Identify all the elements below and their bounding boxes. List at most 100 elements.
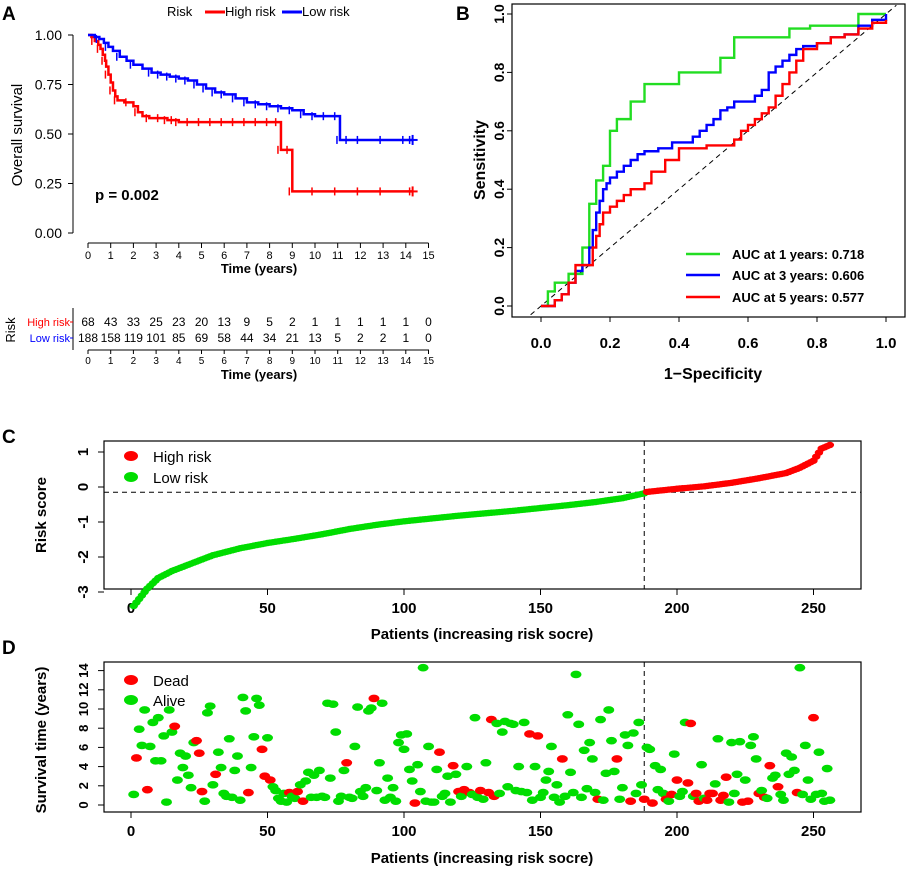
survival-point-alive	[330, 728, 342, 736]
roc-x-tick-label: 0.4	[669, 335, 691, 352]
survival-point-alive	[171, 776, 183, 784]
survival-point-alive	[545, 742, 557, 751]
risk-table-cell: 1	[380, 315, 387, 329]
survival-point-alive	[423, 742, 435, 751]
survival-y-tick-label: 6	[76, 744, 91, 751]
risk-table-cell: 69	[195, 331, 209, 345]
survival-point-alive	[816, 789, 828, 798]
survival-point-alive	[390, 797, 402, 805]
survival-point-alive	[589, 788, 601, 797]
km-legend-low-label: Low risk	[302, 4, 350, 19]
risk-score-axes: 0 50 100 150 200 250 -3 -2 -1 0 1	[75, 448, 826, 617]
km-x-ticks: 0 1 2 3 4 5 6 7 8 9 10 11 12 13 14 15	[85, 242, 435, 262]
survival-point-alive	[152, 713, 164, 722]
risk-table-cell: 158	[101, 331, 121, 345]
survival-point-alive	[360, 783, 372, 792]
risk-table-cell: 5	[334, 331, 341, 345]
risk-score-y-tick-label: 1	[75, 448, 92, 456]
risk-table-cell: 1	[402, 315, 409, 329]
survival-point-alive	[128, 790, 140, 799]
risk-table-x-tick-label: 14	[400, 356, 412, 367]
survival-point-alive	[603, 706, 615, 714]
survival-point-alive	[824, 796, 836, 804]
survival-point-alive	[401, 730, 413, 738]
survival-point-alive	[575, 793, 587, 802]
km-x-tick-label: 9	[289, 250, 295, 262]
survival-x-axis-label: Patients (increasing risk socre)	[371, 850, 594, 867]
roc-legend-label: AUC at 1 years: 0.718	[732, 247, 864, 262]
km-x-tick-label: 6	[221, 250, 227, 262]
survival-point-dead	[433, 748, 445, 756]
survival-point-alive	[586, 755, 598, 763]
survival-point-alive	[526, 796, 538, 804]
survival-point-alive	[761, 794, 773, 803]
survival-point-alive	[461, 762, 473, 771]
risk-table-cell: 68	[81, 315, 95, 329]
survival-point-alive	[327, 700, 339, 708]
risk-score-legend: High risk Low risk	[124, 449, 212, 487]
survival-point-alive	[518, 718, 530, 727]
survival-x-tick-label: 50	[259, 823, 276, 840]
panel-a-km-plot: A Risk High risk Low risk Overall surviv…	[2, 4, 435, 382]
risk-score-x-tick-label: 200	[664, 600, 689, 617]
survival-point-alive	[163, 706, 175, 714]
survival-legend-alive-label: Alive	[153, 693, 186, 710]
km-y-axis-label: Overall survival	[9, 84, 26, 187]
survival-point-alive	[338, 766, 350, 775]
survival-point-alive	[559, 792, 571, 801]
survival-point-dead	[447, 761, 459, 770]
risk-table-cell: 2	[357, 331, 364, 345]
km-y-tick-label: 0.75	[35, 77, 62, 93]
survival-point-alive	[376, 699, 388, 708]
survival-point-alive	[289, 794, 301, 803]
survival-point-alive	[627, 729, 639, 737]
survival-point-alive	[428, 798, 440, 806]
survival-point-alive	[226, 793, 238, 802]
risk-table-label-low: Low risk	[30, 333, 71, 345]
risk-score-x-tick-label: 100	[391, 600, 416, 617]
survival-point-alive	[231, 752, 243, 760]
survival-point-alive	[739, 776, 751, 784]
survival-point-alive	[573, 720, 585, 729]
survival-point-alive	[584, 738, 596, 747]
roc-curve-5yr	[541, 19, 888, 308]
survival-point-alive	[657, 789, 669, 798]
risk-score-legend-low-label: Low risk	[153, 470, 209, 487]
survival-point-dead	[193, 749, 205, 757]
survival-point-alive	[177, 763, 189, 772]
risk-score-point-high	[825, 441, 835, 449]
survival-y-tick-label: 14	[76, 663, 91, 678]
survival-point-alive	[595, 715, 607, 724]
survival-point-alive	[444, 798, 456, 806]
survival-point-dead	[191, 736, 203, 745]
survival-point-alive	[251, 694, 263, 703]
survival-point-alive	[616, 783, 628, 792]
risk-score-legend-high-label: High risk	[153, 449, 212, 466]
survival-point-alive	[622, 741, 634, 750]
km-y-ticks: 0.00 0.25 0.50 0.75 1.00	[35, 27, 74, 241]
roc-x-tick-label: 1.0	[876, 335, 897, 352]
roc-curve-3yr	[541, 14, 888, 308]
risk-table-cell: 13	[218, 315, 232, 329]
survival-point-dead	[341, 758, 353, 767]
survival-point-alive	[797, 790, 809, 799]
km-legend-high-label: High risk	[225, 4, 276, 19]
survival-point-alive	[543, 767, 555, 776]
km-x-tick-label: 5	[198, 250, 204, 262]
survival-point-alive	[300, 777, 312, 785]
survival-point-dead	[210, 770, 222, 779]
survival-point-alive	[537, 788, 549, 797]
risk-table-x-tick-label: 12	[355, 356, 367, 367]
survival-point-alive	[644, 745, 656, 754]
survival-point-alive	[597, 796, 609, 804]
roc-y-tick-label: 0.0	[491, 296, 507, 316]
risk-table-cell: 1	[357, 315, 364, 329]
survival-point-dead	[690, 789, 702, 798]
km-x-tick-label: 8	[267, 250, 273, 262]
survival-point-alive	[403, 765, 415, 774]
km-x-tick-label: 2	[130, 250, 136, 262]
survival-point-alive	[502, 782, 514, 791]
risk-table-cell: 101	[146, 331, 166, 345]
survival-point-alive	[655, 765, 667, 774]
survival-point-alive	[212, 748, 224, 756]
